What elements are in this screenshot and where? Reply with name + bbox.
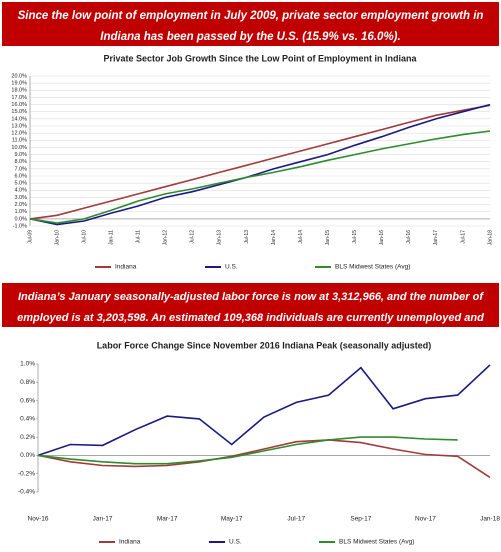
x-tick-label: Jan-17 [433, 230, 439, 246]
y-tick-label: 0.0% [20, 452, 35, 459]
y-tick-label: -0.2% [18, 470, 35, 477]
y-tick-label: -0.4% [18, 489, 35, 496]
legend-label: U.S. [229, 539, 242, 546]
x-tick-label: Jan-13 [217, 230, 223, 246]
x-tick-label: Jul-17 [287, 516, 305, 523]
series-line [37, 436, 458, 465]
x-tick-label: Jan-18 [480, 516, 500, 523]
x-tick-label: Nov-16 [28, 516, 49, 523]
x-tick-label: Jul-17 [460, 230, 466, 244]
series-line [37, 364, 491, 457]
y-tick-label: 2.0% [14, 202, 27, 208]
y-tick-label: 7.0% [14, 166, 27, 172]
chart-title: Private Sector Job Growth Since the Low … [103, 53, 417, 63]
y-tick-label: 20.0% [11, 73, 27, 79]
x-tick-label: Jan-11 [109, 230, 115, 245]
x-tick-label: Jan-18 [487, 230, 493, 246]
x-tick-label: Mar-17 [157, 516, 178, 523]
banner: Indiana’s January seasonally-adjusted la… [2, 283, 499, 345]
y-tick-label: 0.6% [20, 397, 35, 404]
x-tick-label: Jul-14 [298, 230, 304, 244]
y-tick-label: 0.2% [20, 434, 35, 441]
x-tick-label: Jan-16 [379, 230, 385, 246]
x-tick-label: Jan-15 [325, 230, 331, 246]
x-tick-label: Jan-12 [163, 230, 169, 246]
y-tick-label: 6.0% [14, 173, 27, 179]
y-tick-label: 8.0% [14, 159, 27, 165]
y-tick-label: 19.0% [11, 81, 27, 87]
series-line [29, 104, 491, 220]
chart-title: Labor Force Change Since November 2016 I… [97, 340, 432, 350]
y-tick-label: 17.0% [11, 95, 27, 101]
x-tick-label: Jul-16 [406, 230, 412, 244]
legend-label: Indiana [119, 539, 141, 546]
series-line [29, 103, 491, 226]
x-tick-label: Jul-15 [352, 230, 358, 244]
y-tick-label: 5.0% [14, 181, 27, 187]
y-tick-label: -1.0% [13, 223, 27, 229]
x-tick-label: Jan-17 [93, 516, 113, 523]
x-tick-label: Jul-09 [27, 230, 33, 244]
y-tick-label: 12.0% [11, 131, 27, 137]
y-tick-label: 4.0% [14, 188, 27, 194]
x-tick-label: Jul-10 [81, 230, 87, 244]
x-tick-label: Jul-12 [190, 230, 196, 244]
y-tick-label: 11.0% [12, 138, 27, 144]
legend-label: BLS Midwest States (Avg) [335, 264, 410, 271]
x-tick-label: Nov-17 [415, 516, 436, 523]
x-tick-label: May-17 [221, 516, 243, 523]
x-tick-label: Jul-11 [136, 230, 142, 243]
y-tick-label: 3.0% [14, 195, 27, 201]
y-tick-label: 16.0% [11, 102, 27, 108]
x-tick-label: Jan-10 [54, 230, 60, 246]
y-tick-label: 9.0% [14, 152, 27, 158]
x-tick-label: Jan-14 [271, 230, 277, 246]
y-tick-label: 14.0% [11, 116, 27, 122]
x-tick-label: Sep-17 [350, 516, 371, 523]
y-tick-label: 1.0% [20, 361, 35, 368]
y-tick-label: 0.8% [20, 379, 35, 386]
banner: Since the low point of employment in Jul… [2, 2, 499, 46]
y-tick-label: 0.4% [20, 416, 35, 423]
y-tick-label: 1.0% [14, 209, 27, 215]
series-line [37, 439, 491, 479]
legend-label: BLS Midwest States (Avg) [339, 539, 414, 546]
legend-label: U.S. [225, 264, 238, 271]
y-tick-label: 18.0% [11, 88, 27, 94]
legend-label: Indiana [115, 264, 137, 271]
y-tick-label: 10.0% [11, 145, 27, 151]
y-tick-label: 0.0% [14, 216, 27, 222]
x-tick-label: Jul-13 [244, 230, 250, 244]
y-tick-label: 13.0% [11, 123, 27, 129]
series-line [29, 130, 491, 224]
y-tick-label: 15.0% [11, 109, 27, 115]
